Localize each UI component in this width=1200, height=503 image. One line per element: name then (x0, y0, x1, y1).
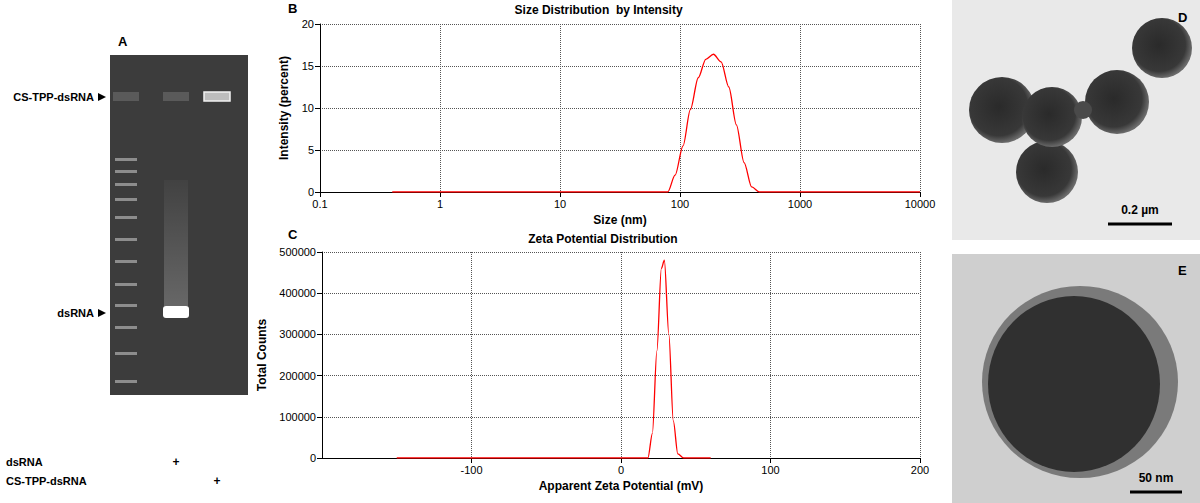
svg-text:10: 10 (302, 102, 314, 114)
svg-text:0.1: 0.1 (312, 198, 327, 210)
svg-text:B: B (288, 1, 297, 16)
svg-text:0: 0 (618, 464, 624, 476)
svg-text:dsRNA: dsRNA (6, 456, 43, 468)
svg-text:500000: 500000 (279, 246, 316, 258)
svg-text:CS-TPP-dsRNA: CS-TPP-dsRNA (6, 475, 87, 487)
svg-text:5: 5 (308, 144, 314, 156)
svg-text:+: + (213, 474, 220, 488)
svg-text:D: D (1178, 10, 1187, 25)
svg-text:C: C (288, 227, 298, 242)
svg-text:200: 200 (911, 464, 929, 476)
svg-text:dsRNA: dsRNA (57, 307, 94, 319)
svg-text:100: 100 (671, 198, 689, 210)
svg-text:100: 100 (761, 464, 779, 476)
svg-text:+: + (172, 455, 179, 469)
svg-text:1000: 1000 (788, 198, 812, 210)
svg-text:10000: 10000 (905, 198, 936, 210)
svg-text:1: 1 (437, 198, 443, 210)
svg-text:0: 0 (308, 186, 314, 198)
svg-text:Size (nm): Size (nm) (593, 213, 646, 227)
svg-text:200000: 200000 (279, 370, 316, 382)
svg-text:50 nm: 50 nm (1139, 471, 1174, 485)
svg-text:0.2 µm: 0.2 µm (1121, 203, 1159, 217)
svg-text:10: 10 (554, 198, 566, 210)
svg-text:15: 15 (302, 60, 314, 72)
svg-text:Size Distribution by Intensit: Size Distribution by Intensity (515, 3, 683, 17)
svg-text:-100: -100 (460, 464, 482, 476)
svg-text:100000: 100000 (279, 411, 316, 423)
svg-text:20: 20 (302, 18, 314, 30)
svg-text:Apparent Zeta Potential (mV): Apparent Zeta Potential (mV) (539, 479, 704, 493)
svg-text:300000: 300000 (279, 328, 316, 340)
svg-text:E: E (1178, 263, 1187, 278)
svg-text:CS-TPP-dsRNA: CS-TPP-dsRNA (13, 91, 94, 103)
svg-text:400000: 400000 (279, 287, 316, 299)
svg-text:Intensity (percent): Intensity (percent) (277, 56, 291, 160)
svg-text:A: A (118, 34, 128, 49)
svg-text:Zeta Potential Distribution: Zeta Potential Distribution (528, 232, 677, 246)
svg-text:0: 0 (310, 452, 316, 464)
svg-text:Total Counts: Total Counts (255, 318, 269, 391)
